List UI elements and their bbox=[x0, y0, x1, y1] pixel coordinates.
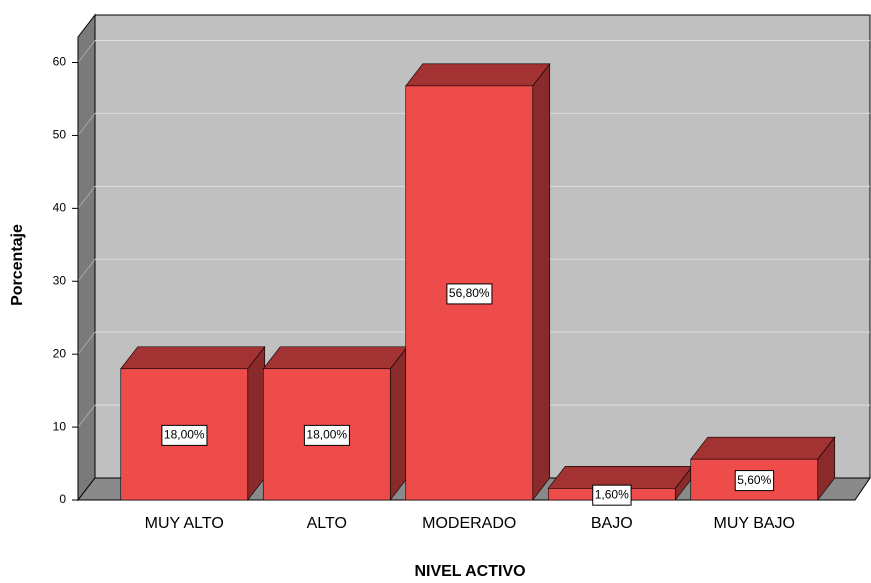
x-tick-label: MODERADO bbox=[422, 515, 516, 532]
bar: 56,80% bbox=[405, 62, 551, 501]
bar: 5,60% bbox=[690, 436, 836, 501]
bar: 18,00% bbox=[120, 345, 266, 501]
bar-side bbox=[389, 345, 408, 501]
value-label-box bbox=[592, 484, 632, 506]
bar-front bbox=[262, 368, 391, 501]
y-tick-label: 50 bbox=[53, 128, 67, 142]
grid-line bbox=[77, 186, 96, 209]
bar: 1,60% bbox=[547, 465, 693, 506]
value-label-box bbox=[446, 283, 493, 305]
grid-line bbox=[77, 331, 96, 355]
y-tick-label: 10 bbox=[53, 419, 67, 433]
y-tick-label: 40 bbox=[53, 201, 67, 215]
value-label: 5,60% bbox=[737, 473, 771, 487]
value-label: 18,00% bbox=[164, 428, 205, 442]
value-label: 56,80% bbox=[449, 286, 490, 300]
grid-line bbox=[77, 40, 96, 63]
grid-line bbox=[77, 258, 96, 282]
y-tick-label: 30 bbox=[53, 273, 67, 287]
y-tick-label: 60 bbox=[53, 55, 67, 69]
bar: 18,00% bbox=[262, 345, 408, 501]
bar-top bbox=[262, 346, 408, 370]
bar-side bbox=[532, 62, 551, 501]
left-wall bbox=[77, 13, 96, 502]
x-tick-label: MUY BAJO bbox=[714, 515, 796, 532]
x-tick-label: BAJO bbox=[591, 515, 633, 532]
y-tick-label: 20 bbox=[53, 346, 67, 360]
x-axis-title: NIVEL ACTIVO bbox=[414, 563, 525, 580]
x-tick-label: ALTO bbox=[307, 515, 347, 532]
grid-line bbox=[77, 113, 96, 136]
value-label-box bbox=[303, 424, 350, 446]
bar-top bbox=[405, 63, 551, 87]
value-label: 1,60% bbox=[595, 487, 629, 501]
y-tick-label: 0 bbox=[59, 492, 66, 506]
bar-top bbox=[690, 436, 836, 460]
value-label: 18,00% bbox=[306, 428, 347, 442]
grid-line bbox=[77, 404, 96, 428]
y-axis-title: Porcentaje bbox=[9, 224, 26, 306]
bar-top bbox=[120, 346, 266, 370]
bar-side bbox=[247, 345, 266, 501]
value-label-box bbox=[161, 424, 208, 446]
value-label-box bbox=[734, 470, 775, 492]
x-tick-label: MUY ALTO bbox=[145, 515, 224, 532]
